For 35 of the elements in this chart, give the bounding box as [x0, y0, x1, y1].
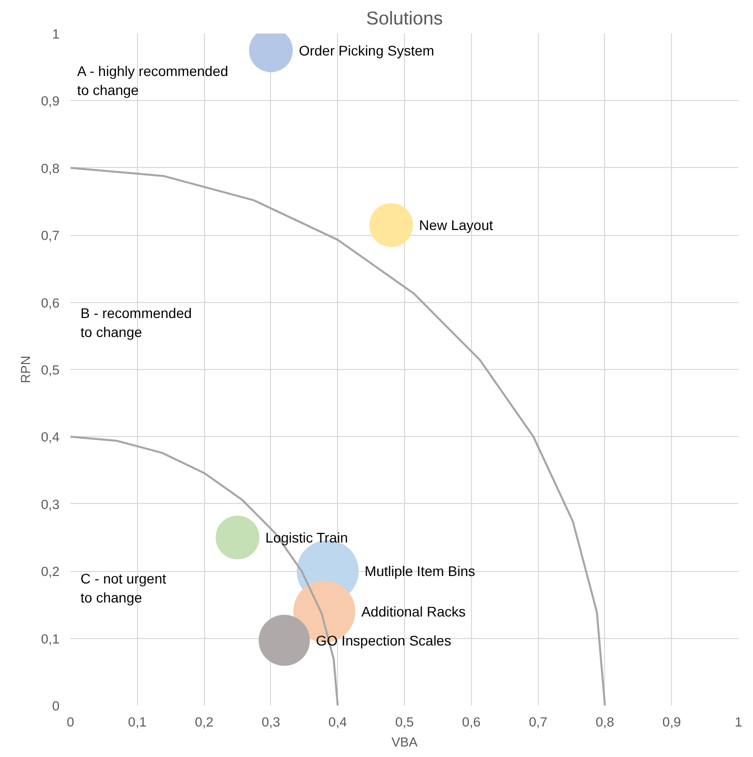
chart-title: Solutions	[366, 8, 443, 28]
x-tick-label: 0	[66, 714, 74, 730]
line-series	[70, 166, 606, 706]
x-tick-label: 0,6	[462, 714, 481, 730]
y-tick-label: 0,9	[40, 94, 60, 109]
x-tick-label: 0,5	[395, 714, 414, 730]
y-tick-label: 0,3	[40, 496, 60, 512]
y-tick-label: 1	[52, 26, 60, 42]
annotation: B - recommended to change	[80, 304, 192, 340]
x-tick-label: 0,7	[528, 714, 548, 730]
x-tick-label: 1	[734, 714, 742, 730]
series-label: Additional Racks	[361, 603, 466, 620]
series-label: Logistic Train	[265, 530, 348, 546]
x-axis-title: VBA	[391, 734, 418, 750]
series-label: Mutliple Item Bins	[364, 563, 476, 580]
x-tick-label: 0,1	[128, 714, 147, 730]
x-tick-label: 0,3	[262, 714, 280, 730]
series-label: Order Picking System	[298, 42, 434, 58]
y-tick-label: 0,2	[40, 564, 60, 580]
annotation: C - not urgent to change	[80, 570, 166, 606]
y-tick-label: 0,4	[40, 430, 60, 445]
y-tick-label: 0,8	[40, 160, 60, 176]
x-tick-label: 0,9	[662, 714, 681, 730]
x-tick-label: 0,4	[328, 714, 348, 730]
series-label: New Layout	[419, 217, 494, 234]
y-axis-title: RPN	[18, 356, 33, 384]
y-tick-label: 0,5	[40, 362, 60, 378]
y-tick-label: 0,1	[40, 631, 60, 646]
x-tick-label: 0,8	[596, 714, 614, 730]
y-tick-label: 0	[52, 698, 60, 714]
y-tick-label: 0,6	[40, 295, 60, 310]
y-tick-label: 0,7	[40, 228, 60, 244]
x-tick-label: 0,2	[194, 714, 214, 730]
annotation: A - highly recommended to change	[77, 62, 228, 98]
series-label: GO Inspection Scales	[316, 632, 452, 648]
